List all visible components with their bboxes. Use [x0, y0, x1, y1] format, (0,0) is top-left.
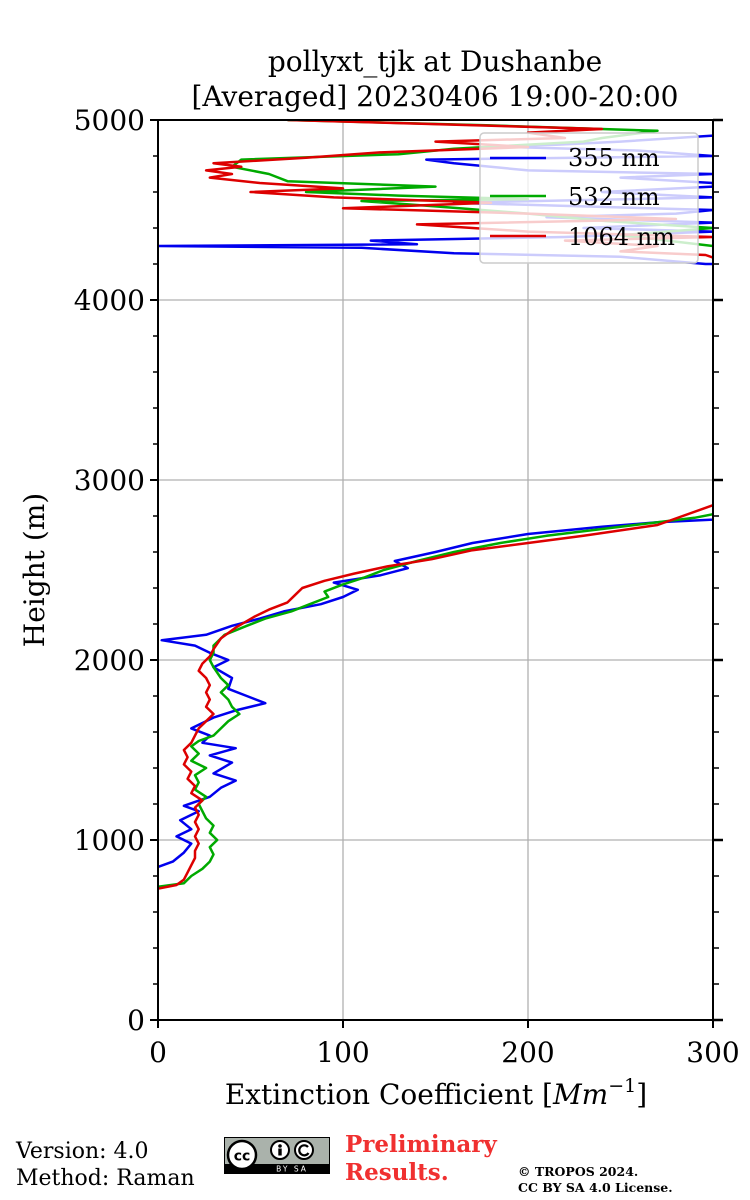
cc-badge-cc-text: cc — [234, 1149, 251, 1165]
preliminary-line1: Preliminary — [345, 1131, 497, 1158]
cc-badge-bysa-text: BY SA — [276, 1165, 308, 1174]
chart-title-line1: pollyxt_tjk at Dushanbe — [268, 45, 602, 78]
y-tick-label-5: 5000 — [74, 104, 145, 137]
y-tick-label-1: 1000 — [74, 824, 145, 857]
x-tick-label-0: 0 — [149, 1036, 167, 1069]
cc-license-icon: cc BY SA — [224, 1137, 330, 1174]
legend-label-1064: 1064 nm — [568, 223, 675, 251]
copyright-line1: © TROPOS 2024. — [518, 1164, 639, 1179]
footer-info: Version: 4.0 Method: Raman — [16, 1138, 195, 1192]
y-tick-label-4: 4000 — [74, 284, 145, 317]
x-tick-label-1: 100 — [316, 1036, 369, 1069]
ticks — [150, 118, 723, 1028]
copyright-line2: CC BY SA 4.0 License. — [518, 1180, 673, 1195]
x-axis-label: Extinction Coefficient [Mm−1] — [225, 1075, 647, 1111]
legend-label-532: 532 nm — [568, 183, 660, 211]
x-axis-label-exp: −1 — [608, 1075, 636, 1097]
x-axis-label-unit: Mm — [552, 1078, 608, 1111]
method-text: Method: Raman — [16, 1166, 195, 1191]
plot-frame — [157, 119, 714, 1021]
x-axis-label-main: Extinction Coefficient [ — [225, 1078, 553, 1111]
legend: 355 nm 532 nm 1064 nm — [479, 132, 699, 264]
preliminary-results-text: Preliminary Results. — [345, 1131, 497, 1187]
series-line-1064-nm — [158, 120, 713, 890]
version-text: Version: 4.0 — [16, 1139, 149, 1164]
preliminary-line2: Results. — [345, 1159, 449, 1186]
chart-title-line2: [Averaged] 20230406 19:00-20:00 — [192, 80, 679, 113]
y-tick-label-3: 3000 — [74, 464, 145, 497]
x-tick-label-2: 200 — [501, 1036, 554, 1069]
legend-label-355: 355 nm — [568, 144, 660, 172]
chart: pollyxt_tjk at Dushanbe [Averaged] 20230… — [18, 45, 740, 1111]
x-tick-label-3: 300 — [686, 1036, 739, 1069]
grid — [158, 120, 713, 1020]
y-tick-label-0: 0 — [127, 1004, 145, 1037]
copyright-text: © TROPOS 2024. CC BY SA 4.0 License. — [518, 1164, 673, 1196]
y-tick-label-2: 2000 — [74, 644, 145, 677]
legend-box — [479, 132, 699, 264]
y-axis-label: Height (m) — [18, 493, 51, 647]
x-axis-label-close: ] — [636, 1078, 647, 1111]
